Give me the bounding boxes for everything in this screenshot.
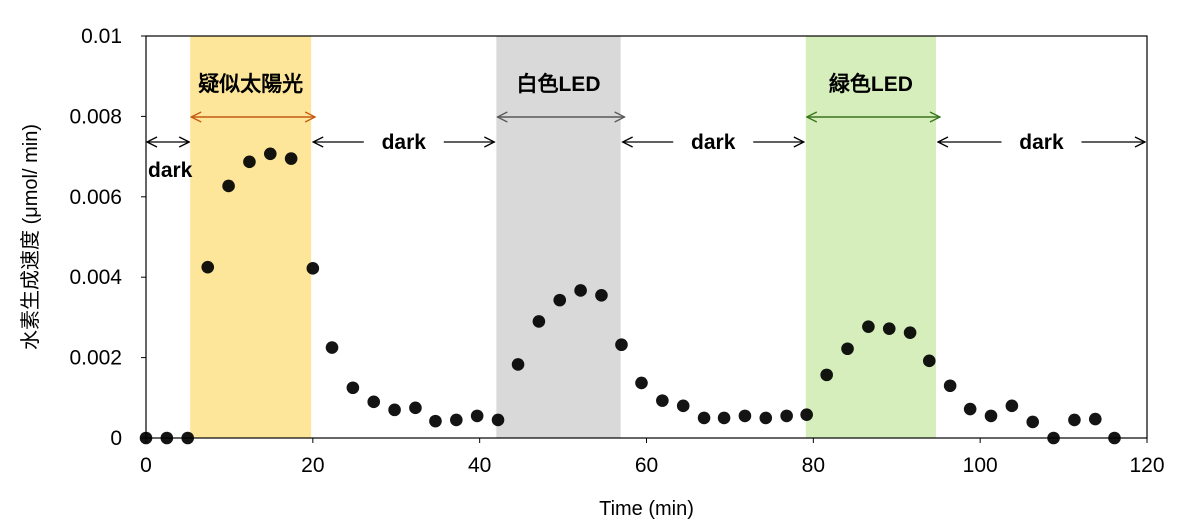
data-point	[409, 401, 422, 415]
data-point	[388, 403, 401, 417]
data-point	[1068, 413, 1081, 427]
data-point	[139, 431, 153, 445]
data-point	[922, 354, 936, 368]
data-point	[306, 262, 320, 275]
light-band-label: 緑色LED	[829, 72, 913, 96]
y-tick-label: 0.002	[69, 347, 122, 370]
data-point	[717, 411, 731, 425]
x-tick-label: 80	[802, 454, 825, 477]
data-point	[882, 322, 896, 335]
data-point	[963, 402, 977, 416]
data-point	[325, 341, 339, 354]
data-point	[1047, 431, 1060, 445]
data-point	[615, 338, 628, 352]
data-point	[243, 155, 256, 169]
dark-period-label: dark	[148, 159, 193, 182]
data-point	[429, 414, 442, 428]
x-tick-label: 60	[635, 454, 658, 477]
y-tick-label: 0.01	[81, 25, 122, 48]
data-point	[181, 431, 195, 445]
x-tick-label: 100	[963, 454, 998, 477]
data-point	[1005, 399, 1019, 413]
data-point	[1088, 412, 1102, 426]
dark-period-label: dark	[691, 131, 736, 154]
y-axis-title: 水素生成速度 (μmol/ min)	[19, 124, 42, 350]
data-point	[759, 411, 773, 425]
y-tick-label: 0.004	[69, 266, 122, 289]
data-point	[943, 379, 957, 393]
data-point	[201, 260, 215, 274]
data-point	[574, 284, 587, 297]
data-point	[676, 399, 690, 413]
data-point	[1108, 431, 1121, 445]
data-point	[511, 358, 525, 371]
data-point	[841, 342, 854, 356]
y-tick-label: 0.006	[69, 186, 122, 209]
data-point	[595, 288, 608, 302]
data-point	[635, 376, 648, 390]
y-tick-label: 0.008	[69, 105, 122, 128]
data-point	[903, 326, 917, 339]
data-point	[284, 152, 298, 165]
x-tick-label: 120	[1129, 454, 1164, 477]
data-point	[862, 320, 875, 333]
x-tick-label: 20	[301, 454, 324, 477]
data-point	[984, 409, 998, 423]
data-point	[491, 413, 505, 427]
data-point	[553, 293, 567, 307]
light-band	[496, 36, 621, 438]
data-point	[346, 381, 360, 395]
x-tick-label: 40	[468, 454, 491, 477]
dark-period-label: dark	[1019, 131, 1064, 154]
data-point	[656, 394, 669, 407]
light-band-label: 疑似太陽光	[198, 73, 303, 96]
data-point	[800, 408, 813, 421]
y-tick-label: 0	[110, 427, 122, 450]
data-point	[470, 409, 484, 423]
data-point	[697, 411, 711, 425]
dark-period-label: dark	[382, 131, 427, 154]
light-band	[190, 36, 312, 438]
data-point	[780, 409, 793, 423]
data-point	[738, 409, 752, 423]
data-point	[222, 179, 235, 193]
data-point	[532, 315, 546, 328]
x-axis-title: Time (min)	[599, 498, 694, 520]
data-point	[160, 431, 174, 445]
data-point	[820, 368, 833, 382]
light-band-label: 白色LED	[516, 72, 600, 96]
data-point	[1026, 415, 1040, 429]
data-point	[263, 147, 277, 161]
data-point	[450, 413, 463, 427]
x-tick-label: 0	[140, 454, 152, 477]
data-point	[367, 395, 381, 409]
